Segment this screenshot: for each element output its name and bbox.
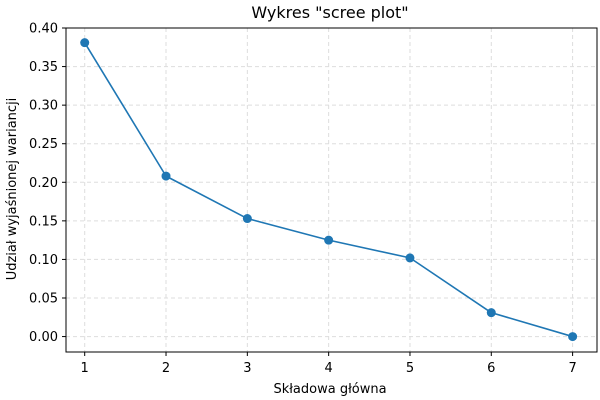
plot-frame bbox=[65, 27, 598, 353]
x-axis-title: Składowa główna bbox=[273, 382, 386, 397]
x-tick-label-6: 6 bbox=[487, 361, 495, 376]
x-tick-label-2: 2 bbox=[162, 361, 170, 376]
y-tick-label-1: 0.05 bbox=[29, 292, 58, 307]
data-point-4 bbox=[324, 235, 334, 245]
x-tick-label-4: 4 bbox=[325, 361, 333, 376]
data-point-5 bbox=[405, 253, 415, 263]
ticks: 1 2 3 4 5 6 7 0.00 0.05 0.10 0.15 0.20 0.25 0.30 0.35 0… bbox=[29, 22, 577, 377]
y-tick-label-5: 0.25 bbox=[29, 137, 58, 152]
y-tick-label-7: 0.35 bbox=[29, 60, 58, 75]
axes bbox=[65, 27, 598, 353]
data-point-7 bbox=[568, 332, 578, 342]
x-tick-label-1: 1 bbox=[81, 361, 89, 376]
x-tick-label-5: 5 bbox=[406, 361, 414, 376]
data-point-3 bbox=[242, 214, 252, 224]
y-tick-label-8: 0.40 bbox=[29, 22, 58, 37]
y-tick-label-6: 0.30 bbox=[29, 99, 58, 114]
grid-lines bbox=[66, 27, 597, 352]
y-tick-label-2: 0.10 bbox=[29, 253, 58, 268]
x-tick-label-3: 3 bbox=[243, 361, 251, 376]
data-point-1 bbox=[80, 38, 90, 48]
y-tick-label-4: 0.20 bbox=[29, 176, 58, 191]
y-axis-title: Udział wyjaśnionej wariancji bbox=[5, 98, 20, 281]
y-tick-label-3: 0.15 bbox=[29, 214, 58, 229]
y-tick-label-0: 0.00 bbox=[29, 330, 58, 345]
data-point-6 bbox=[486, 308, 496, 318]
chart-title: Wykres "scree plot" bbox=[251, 3, 408, 22]
data-point-2 bbox=[161, 171, 171, 181]
x-tick-label-7: 7 bbox=[568, 361, 576, 376]
data-series bbox=[80, 38, 578, 342]
